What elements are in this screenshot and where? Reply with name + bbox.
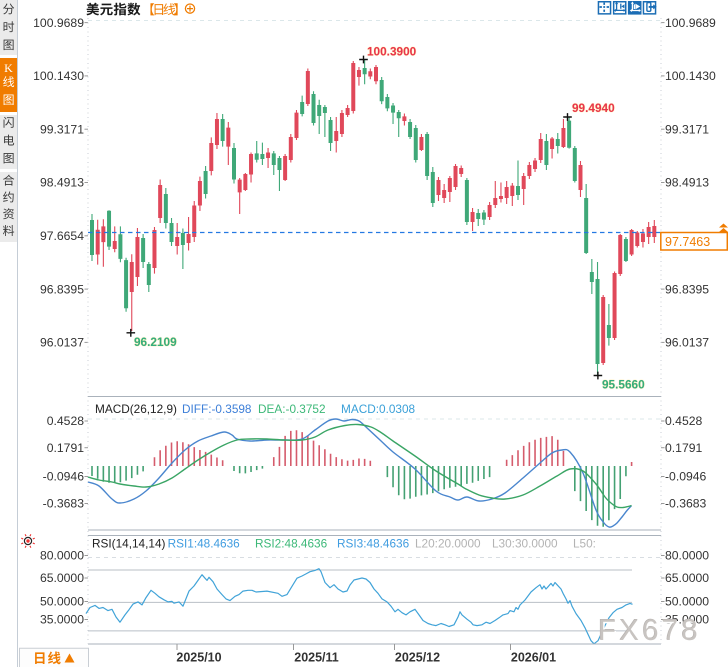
svg-text:K: K [4,61,13,75]
svg-text:L30:30.0000: L30:30.0000 [492,537,558,551]
svg-text:99.3171: 99.3171 [665,122,709,136]
svg-text:80.0000: 80.0000 [40,549,84,563]
svg-text:50.0000: 50.0000 [665,595,709,609]
svg-text:-0.3683: -0.3683 [665,497,707,511]
svg-text:96.8395: 96.8395 [40,282,84,296]
svg-text:0.4528: 0.4528 [665,414,702,428]
svg-text:RSI2:48.4636: RSI2:48.4636 [255,537,328,551]
svg-text:-0.0946: -0.0946 [43,470,85,484]
svg-text:98.4913: 98.4913 [665,176,709,190]
svg-text:L50:: L50: [573,537,596,551]
svg-text:50.0000: 50.0000 [40,595,84,609]
svg-text:2025/11: 2025/11 [294,651,339,665]
svg-text:96.8395: 96.8395 [665,282,709,296]
svg-text:65.0000: 65.0000 [665,571,709,585]
svg-text:99.3171: 99.3171 [40,122,84,136]
svg-text:96.0137: 96.0137 [40,336,84,350]
svg-text:2025/12: 2025/12 [395,651,440,665]
svg-text:DEA:-0.3752: DEA:-0.3752 [258,402,326,416]
svg-text:100.1430: 100.1430 [33,69,84,83]
svg-text:0.1791: 0.1791 [47,441,84,455]
svg-text:65.0000: 65.0000 [40,571,84,585]
svg-text:98.4913: 98.4913 [40,176,84,190]
svg-text:MACD(26,12,9): MACD(26,12,9) [95,402,177,416]
svg-text:100.3900: 100.3900 [367,45,417,59]
svg-text:FX678: FX678 [598,614,701,647]
svg-text:RSI1:48.4636: RSI1:48.4636 [168,537,241,551]
svg-text:80.0000: 80.0000 [665,549,709,563]
svg-text:97.7463: 97.7463 [665,235,710,249]
svg-text:35.0000: 35.0000 [665,613,709,627]
svg-text:MACD:0.0308: MACD:0.0308 [341,402,416,416]
svg-text:35.0000: 35.0000 [40,613,84,627]
svg-text:96.0137: 96.0137 [665,336,709,350]
svg-text:0.4528: 0.4528 [47,414,84,428]
svg-text:L20:20.0000: L20:20.0000 [415,537,481,551]
svg-text:0.1791: 0.1791 [665,441,702,455]
svg-text:-0.3683: -0.3683 [43,497,85,511]
svg-text:RSI(14,14,14): RSI(14,14,14) [92,537,166,551]
svg-text:100.9689: 100.9689 [33,16,84,30]
svg-text:RSI3:48.4636: RSI3:48.4636 [337,537,410,551]
svg-text:100.9689: 100.9689 [665,16,716,30]
svg-text:-0.0946: -0.0946 [665,470,707,484]
svg-text:99.4940: 99.4940 [572,101,615,115]
svg-text:100.1430: 100.1430 [665,69,716,83]
svg-text:97.6654: 97.6654 [40,229,84,243]
svg-text:DIFF:-0.3598: DIFF:-0.3598 [182,402,252,416]
svg-text:2026/01: 2026/01 [511,651,556,665]
svg-text:95.5660: 95.5660 [602,378,645,392]
svg-text:96.2109: 96.2109 [134,335,177,349]
svg-text:2025/10: 2025/10 [176,651,221,665]
